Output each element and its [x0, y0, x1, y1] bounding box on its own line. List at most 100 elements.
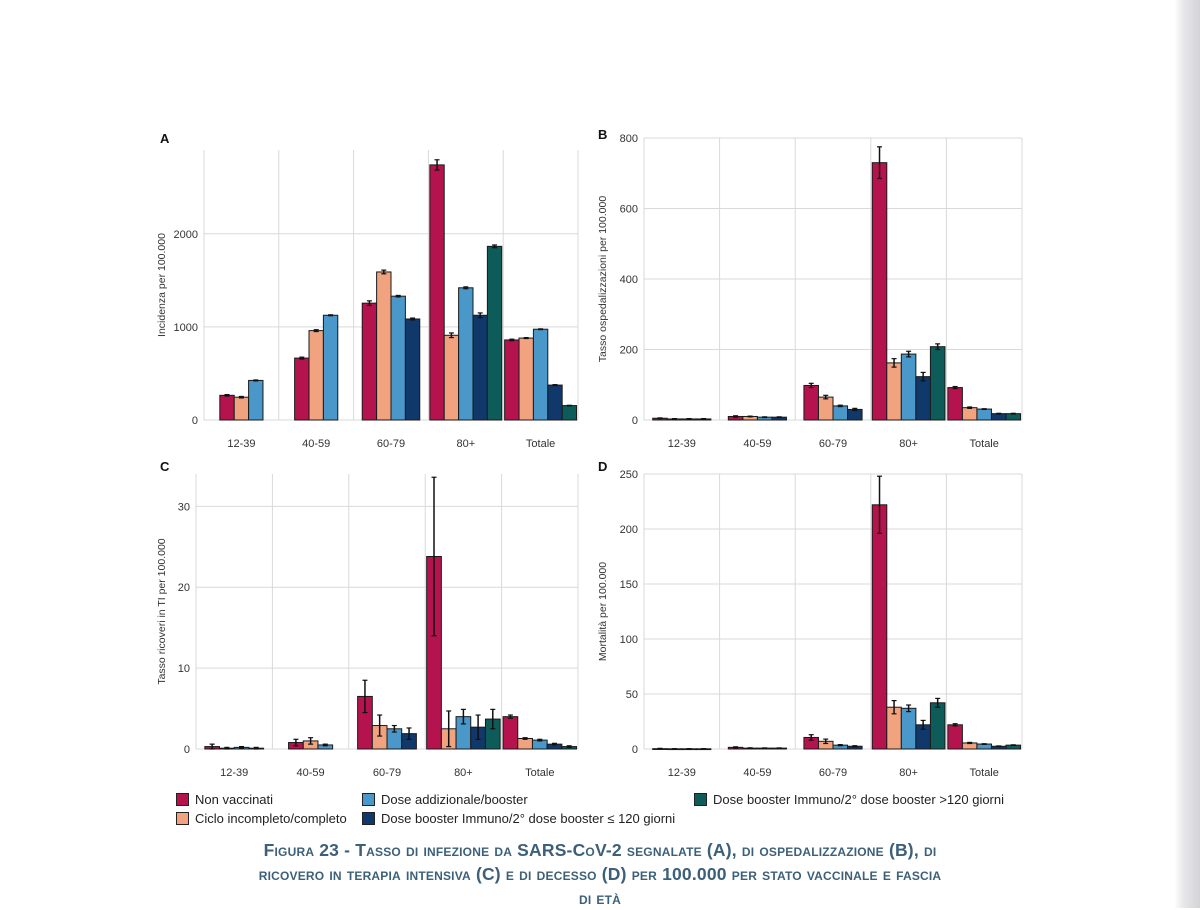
panel-letter: A [160, 131, 170, 146]
legend-swatch [362, 812, 375, 825]
legend-item-ciclo: Ciclo incompleto/completo [176, 811, 347, 826]
bar-non_vaccinati [429, 164, 445, 421]
y-axis-label: Tasso ospedalizzazioni per 100.000 [597, 196, 609, 363]
y-tick-label: 0 [632, 415, 638, 427]
bar-addizionale [532, 328, 549, 421]
legend-swatch [176, 793, 189, 806]
page-edge-shadow [1174, 0, 1200, 908]
y-axis-label: Tasso ricoveri in TI per 100.000 [156, 538, 168, 684]
legend-item-booster-gt120: Dose booster Immuno/2° dose booster >120… [694, 792, 1004, 807]
x-tick-label: Totale [526, 438, 555, 450]
legend-label: Dose booster Immuno/2° dose booster >120… [713, 792, 1005, 807]
x-tick-label: Totale [970, 438, 999, 450]
bar-ciclo [817, 396, 834, 421]
y-axis-label: Mortalità per 100.000 [597, 562, 609, 661]
legend-label: Dose addizionale/booster [381, 792, 528, 807]
y-tick-label: 150 [620, 579, 638, 591]
bar-non_vaccinati [803, 384, 819, 421]
x-tick-label: 12-39 [668, 767, 696, 779]
bar-addizionale [900, 707, 917, 750]
bar-ciclo [518, 337, 534, 421]
bar-non_vaccinati [361, 302, 378, 421]
bar-addizionale [248, 379, 264, 421]
caption-line-2: ricovero in terapia intensiva (C) e di d… [258, 864, 942, 884]
bar-ciclo [961, 407, 978, 421]
bar-ciclo [517, 737, 533, 750]
bar-non_vaccinati [219, 394, 235, 421]
y-tick-label: 200 [620, 524, 638, 536]
x-tick-label: 12-39 [668, 438, 696, 450]
bar-ciclo [308, 330, 324, 421]
y-tick-label: 600 [620, 204, 638, 216]
y-tick-label: 0 [632, 744, 638, 756]
bar-addizionale [976, 408, 992, 421]
bar-addizionale [458, 287, 474, 421]
bar-booster_gt120 [929, 702, 946, 750]
x-tick-label: 80+ [454, 767, 473, 779]
chart-panel-a: 0 1000 2000 12-39 40-59 60-79 80+ Totale A Incide… [156, 131, 579, 450]
legend-item-addizionale: Dose addizionale/booster [362, 792, 528, 807]
bar-ciclo [376, 271, 392, 421]
x-tick-label: 80+ [456, 438, 475, 450]
bar-booster_le120 [915, 376, 931, 421]
bar-non_vaccinati [871, 162, 888, 421]
panel-letter: B [598, 127, 607, 142]
x-tick-label: 60-79 [819, 767, 847, 779]
x-tick-label: 40-59 [302, 438, 330, 450]
y-tick-label: 2000 [174, 229, 198, 241]
y-axis-label: Incidenza per 100.000 [156, 233, 168, 337]
y-tick-label: 200 [620, 345, 638, 357]
x-tick-label: 80+ [899, 438, 918, 450]
y-tick-label: 20 [178, 582, 190, 594]
bar-non_vaccinati [871, 504, 888, 750]
y-tick-label: 30 [178, 501, 190, 513]
x-tick-label: 60-79 [373, 767, 401, 779]
bar-booster_le120 [472, 314, 488, 421]
bar-non_vaccinati [947, 724, 963, 750]
bar-booster_gt120 [561, 405, 578, 421]
legend: Non vaccinati Ciclo incompleto/completo … [176, 790, 1056, 832]
y-tick-label: 100 [620, 634, 638, 646]
bar-non_vaccinati [504, 339, 520, 421]
figure-caption: Figura 23 - Tasso di infezione da SARS-C… [120, 838, 1080, 910]
x-tick-label: 80+ [899, 767, 918, 779]
bar-addizionale [900, 353, 917, 421]
legend-label: Dose booster Immuno/2° dose booster ≤ 12… [381, 811, 676, 826]
x-tick-label: Totale [525, 767, 554, 779]
bar-non_vaccinati [947, 387, 963, 421]
x-tick-label: 60-79 [377, 438, 405, 450]
legend-swatch [362, 793, 375, 806]
y-tick-label: 400 [620, 274, 638, 286]
bar-ciclo [233, 396, 250, 421]
bar-ciclo [886, 362, 902, 421]
bar-ciclo [443, 334, 460, 421]
bar-booster_le120 [404, 318, 421, 421]
caption-line-1: Figura 23 - Tasso di infezione da SARS-C… [263, 840, 937, 860]
x-tick-label: 40-59 [297, 767, 325, 779]
y-tick-label: 10 [178, 663, 190, 675]
x-tick-label: 12-39 [227, 438, 255, 450]
legend-label: Ciclo incompleto/completo [195, 811, 347, 826]
panel-letter: C [160, 459, 170, 474]
y-tick-label: 0 [192, 415, 198, 427]
x-tick-label: 60-79 [819, 438, 847, 450]
bar-booster_gt120 [929, 346, 946, 421]
chart-panel-b: 0 200 400 600 800 12-39 40-59 60-79 80+ Totale B Ta… [597, 127, 1023, 450]
caption-line-3: di età [578, 888, 622, 908]
x-tick-label: 12-39 [220, 767, 248, 779]
y-tick-label: 800 [620, 133, 638, 145]
bar-non_vaccinati [294, 357, 310, 421]
x-tick-label: 40-59 [743, 767, 771, 779]
chart-panel-c: 0 10 20 30 12-39 40-59 60-79 80+ Totale C Tasso ri… [156, 459, 579, 779]
y-tick-label: 50 [626, 689, 638, 701]
panel-letter: D [598, 459, 607, 474]
y-tick-label: 0 [184, 744, 190, 756]
bar-non_vaccinati [502, 716, 519, 750]
bar-addizionale [390, 295, 406, 421]
legend-item-non-vaccinati: Non vaccinati [176, 792, 273, 807]
y-tick-label: 1000 [174, 322, 198, 334]
legend-swatch [694, 793, 707, 806]
bar-booster_le120 [547, 384, 563, 421]
bar-addizionale [322, 314, 339, 421]
